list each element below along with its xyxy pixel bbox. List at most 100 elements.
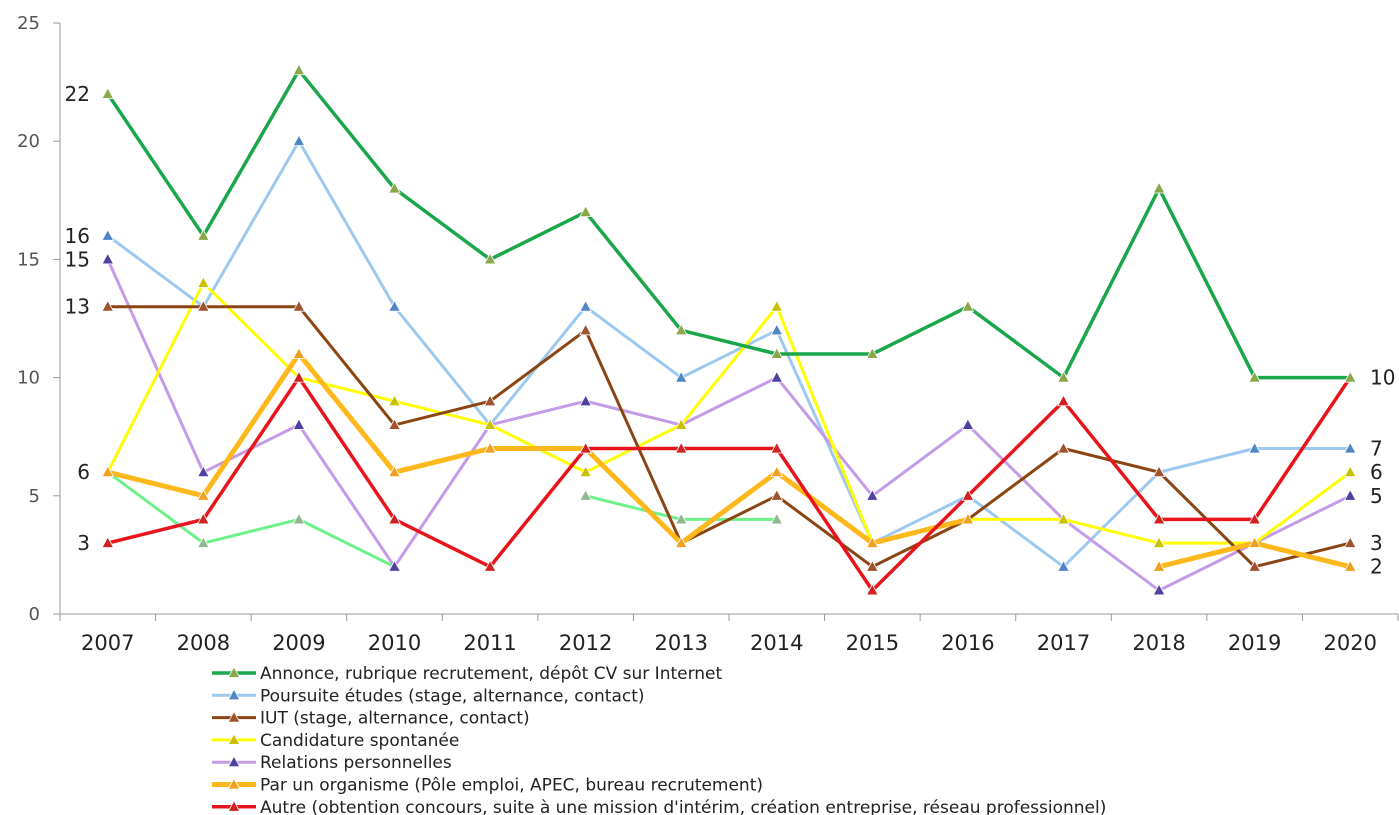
data-label-left: 15 [65, 247, 90, 271]
y-tick-label: 10 [17, 368, 40, 389]
series-line [106, 139, 1352, 569]
legend-swatch-marker [227, 733, 241, 745]
series-line [106, 375, 1352, 593]
data-point-marker [1057, 394, 1070, 407]
data-point-marker [770, 299, 784, 312]
data-point-marker [674, 441, 688, 454]
legend-label: Annonce, rubrique recrutement, dépôt CV … [260, 664, 723, 684]
data-point-marker [292, 299, 306, 312]
legend-item-1: Poursuite études (stage, alternance, con… [212, 686, 645, 706]
data-point-marker [674, 370, 688, 383]
series-line [106, 281, 1352, 545]
data-point-marker [1152, 559, 1166, 572]
data-point-marker [961, 418, 975, 430]
data-label-right: 5 [1370, 484, 1383, 508]
legend-label: Autre (obtention concours, suite à une m… [260, 798, 1106, 815]
data-point-marker [1152, 583, 1166, 596]
data-label-left: 16 [65, 224, 90, 248]
data-label-left: 13 [65, 295, 90, 319]
data-point-marker [196, 299, 210, 312]
data-point-marker [579, 205, 593, 218]
data-point-marker [865, 347, 879, 359]
y-tick-label: 5 [29, 486, 40, 507]
y-tick-label: 15 [17, 249, 40, 270]
data-point-marker [579, 323, 593, 336]
data-point-marker [196, 228, 210, 241]
legend-label: Poursuite études (stage, alternance, con… [260, 686, 645, 706]
legend-item-0: Annonce, rubrique recrutement, dépôt CV … [212, 664, 723, 684]
data-point-marker [770, 323, 784, 336]
data-point-marker [1152, 465, 1166, 478]
data-point-marker [483, 394, 497, 407]
legend: Annonce, rubrique recrutement, dépôt CV … [212, 664, 1106, 815]
x-tick-label: 2012 [559, 631, 612, 655]
data-point-marker [1343, 441, 1357, 454]
data-point-marker [101, 252, 115, 265]
legend-label: Par un organisme (Pôle emploi, APEC, bur… [260, 776, 763, 796]
data-point-marker [1248, 536, 1262, 548]
data-point-marker [388, 418, 401, 430]
data-point-marker [101, 299, 115, 312]
data-point-marker [674, 536, 688, 548]
series-line [106, 257, 1352, 592]
data-point-marker [674, 418, 688, 430]
data-label-right: 3 [1370, 531, 1383, 555]
data-point-marker [579, 488, 593, 501]
data-point-marker [388, 559, 401, 572]
data-point-marker [1343, 488, 1357, 501]
data-point-marker [961, 488, 975, 501]
data-point-marker [292, 347, 306, 359]
legend-item-5: Par un organisme (Pôle emploi, APEC, bur… [212, 776, 763, 796]
data-point-marker [1343, 370, 1357, 383]
data-point-marker [770, 347, 784, 359]
data-point-marker [579, 465, 593, 478]
data-label-right: 10 [1370, 366, 1395, 390]
x-tick-label: 2020 [1323, 631, 1376, 655]
data-point-marker [388, 394, 401, 407]
series-line [106, 68, 1352, 380]
data-point-marker [292, 418, 306, 430]
legend-swatch-marker [227, 799, 241, 812]
legend-swatch-marker [227, 666, 241, 678]
data-point-marker [388, 181, 401, 194]
data-point-marker [770, 441, 784, 454]
data-point-marker [388, 299, 401, 312]
series-5 [101, 347, 1357, 572]
data-point-marker [292, 134, 306, 147]
data-point-marker [101, 87, 115, 99]
data-point-marker [674, 323, 688, 336]
data-point-marker [1152, 536, 1166, 548]
legend-swatch-marker [227, 755, 241, 768]
legend-label: Relations personnelles [260, 753, 452, 773]
data-point-marker [1343, 559, 1357, 572]
data-point-marker [1248, 559, 1262, 572]
x-tick-label: 2017 [1037, 631, 1090, 655]
data-label-left: 3 [77, 531, 90, 555]
legend-item-4: Relations personnelles [212, 753, 452, 773]
data-point-marker [196, 536, 210, 548]
data-point-marker [1152, 512, 1166, 525]
data-point-marker [770, 512, 784, 525]
data-point-marker [579, 394, 593, 407]
data-point-marker [770, 488, 784, 501]
data-point-marker [674, 512, 688, 525]
series-line [106, 470, 396, 569]
data-point-marker [101, 228, 115, 241]
x-tick-label: 2016 [941, 631, 994, 655]
data-point-marker [196, 488, 210, 501]
data-label-left: 6 [77, 460, 90, 484]
data-point-marker [579, 441, 593, 454]
data-point-marker [1343, 465, 1357, 478]
series-line [106, 305, 1352, 569]
data-point-marker [388, 512, 401, 525]
data-point-marker [1057, 441, 1070, 454]
data-point-marker [1343, 536, 1357, 548]
data-point-marker [865, 488, 879, 501]
data-point-marker [196, 512, 210, 525]
data-point-marker [1248, 441, 1262, 454]
x-tick-label: 2019 [1228, 631, 1281, 655]
data-point-marker [388, 465, 401, 478]
data-point-marker [579, 299, 593, 312]
